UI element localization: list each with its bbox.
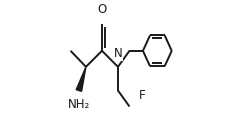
Text: N: N <box>114 47 122 60</box>
Text: NH₂: NH₂ <box>68 98 90 111</box>
Text: F: F <box>139 89 145 102</box>
Polygon shape <box>76 67 86 91</box>
Text: O: O <box>97 3 106 16</box>
